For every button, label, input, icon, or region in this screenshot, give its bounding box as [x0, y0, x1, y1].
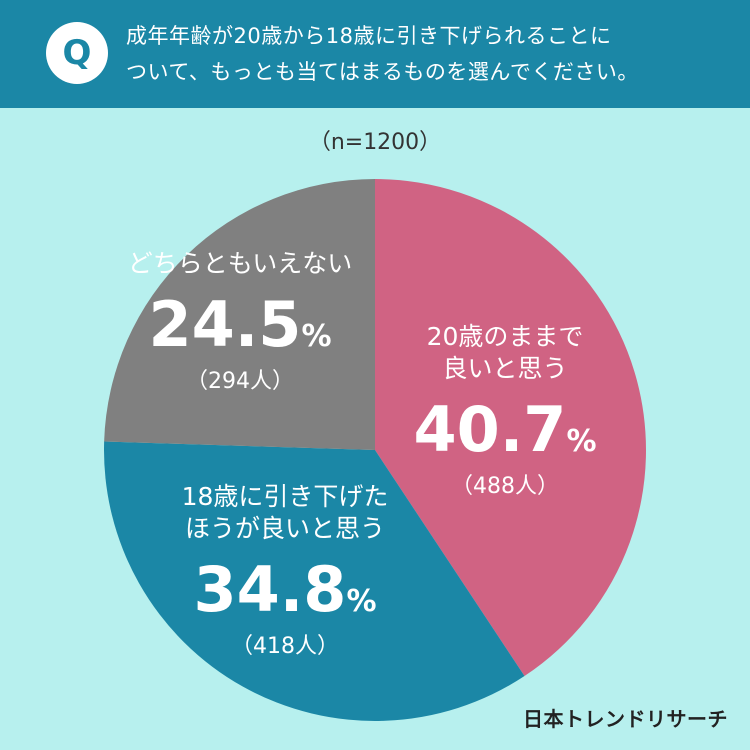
slice-count-lower-18: （418人）	[231, 634, 339, 659]
slice-percent-lower-18: 34.8%	[193, 553, 376, 626]
question-line-1: 成年年齢が20歳から18歳に引き下げられることに	[126, 24, 612, 48]
question-text: 成年年齢が20歳から18歳に引き下げられることに ついて、もっとも当てはまるもの…	[126, 18, 726, 90]
slice-count-neither: （294人）	[186, 369, 294, 394]
brand-logo-text: 日本トレンドリサーチ	[523, 707, 728, 731]
pie-slice-keep-20	[375, 179, 646, 677]
slice-percent-neither: 24.5%	[148, 288, 331, 361]
question-header: Q 成年年齢が20歳から18歳に引き下げられることに ついて、もっとも当てはまる…	[0, 0, 750, 108]
slice-label-lower-18-line-1: 18歳に引き下げた	[182, 482, 389, 511]
pie-slice-neither	[104, 179, 375, 450]
slice-percent-keep-20: 40.7%	[413, 393, 596, 466]
question-line-2: ついて、もっとも当てはまるものを選んでください。	[126, 60, 639, 84]
slice-label-keep-20-line-1: 20歳のままで	[427, 322, 584, 351]
slice-count-keep-20: （488人）	[451, 474, 559, 499]
pie-slice-lower-18	[103, 441, 525, 722]
sample-size-label: （n=1200）	[308, 130, 442, 155]
slice-label-keep-20-line-2: 良いと思う	[442, 354, 567, 383]
question-badge: Q	[46, 22, 108, 84]
slice-label-lower-18-line-2: ほうが良いと思う	[185, 514, 385, 543]
slice-label-neither-line-1: どちらともいえない	[128, 249, 353, 278]
